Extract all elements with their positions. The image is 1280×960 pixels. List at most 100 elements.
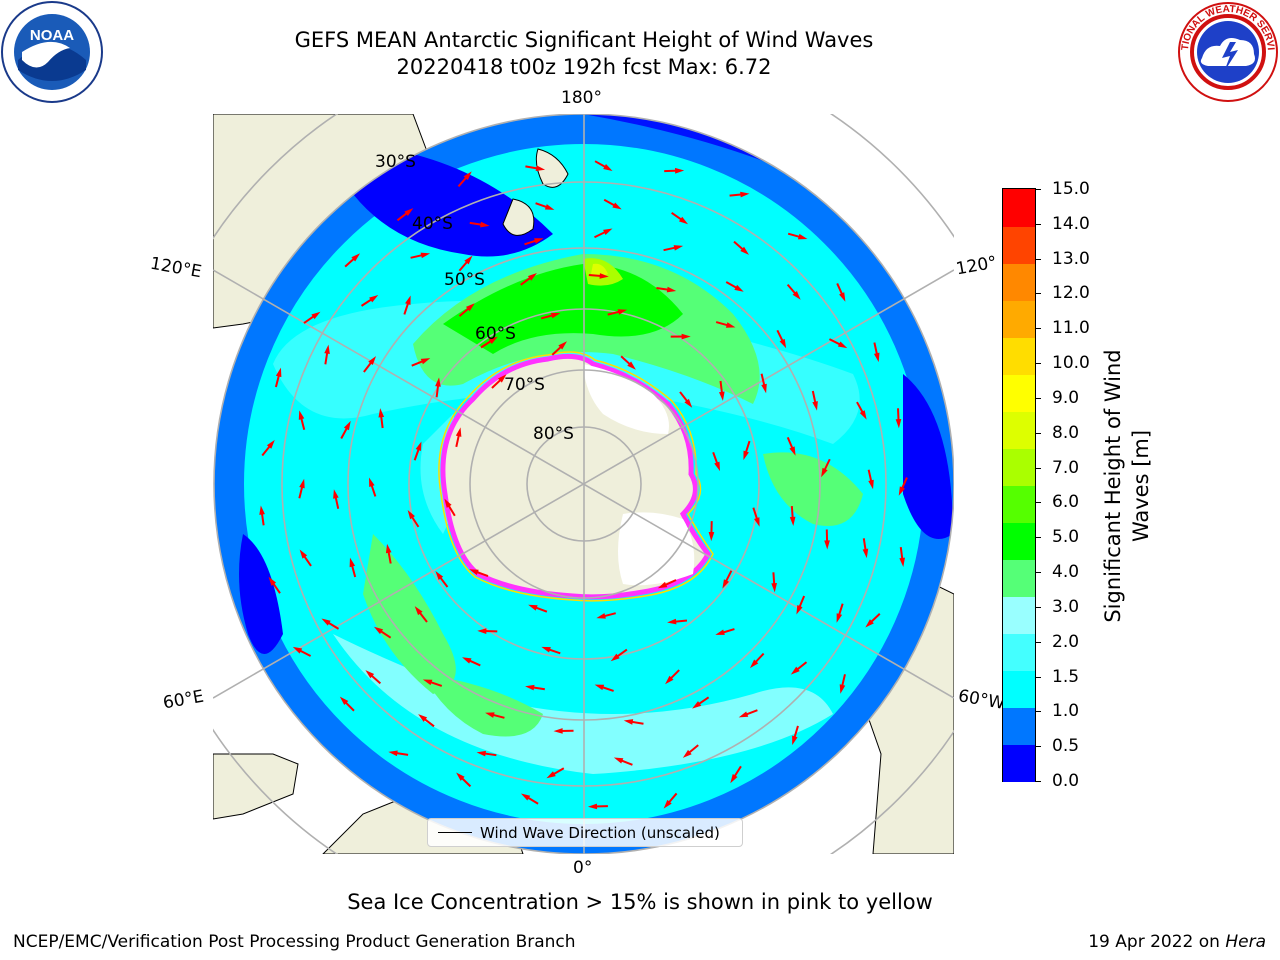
wind-wave-arrowhead xyxy=(612,202,622,210)
wind-wave-arrows xyxy=(259,160,908,810)
colorbar-tick-label: 3.0 xyxy=(1052,596,1080,617)
colorbar xyxy=(1002,188,1036,782)
wind-wave-arrowhead xyxy=(714,461,720,472)
colorbar-tick xyxy=(1035,676,1041,678)
wind-wave-arrowhead xyxy=(667,618,677,625)
wind-wave-arrowhead xyxy=(730,774,738,784)
colorbar-tick-label: 13.0 xyxy=(1052,248,1090,269)
colorbar-segment xyxy=(1003,633,1035,671)
colorbar-tick xyxy=(1035,606,1041,608)
colorbar-tick-label: 1.0 xyxy=(1052,701,1080,722)
wind-wave-arrowhead xyxy=(365,670,375,679)
wind-wave-arrowhead xyxy=(743,450,749,461)
noaa-logo: NOAA xyxy=(1,1,103,103)
colorbar-tick xyxy=(1035,363,1041,365)
lon-label-180: 180° xyxy=(561,88,602,108)
colorbar-segment xyxy=(1003,337,1035,375)
wind-wave-arrowhead xyxy=(796,605,803,615)
colorbar-segment xyxy=(1003,189,1035,227)
wind-wave-arrowhead xyxy=(837,341,848,349)
wind-wave-arrowhead xyxy=(349,557,356,568)
colorbar-tick xyxy=(1035,502,1041,504)
new-zealand-land xyxy=(502,148,569,236)
wind-wave-arrowhead xyxy=(839,684,846,694)
wind-wave-arrowhead xyxy=(734,284,744,292)
lat-label-50s: 50°S xyxy=(444,270,485,290)
wind-wave-arrowhead xyxy=(369,477,375,487)
colorbar-tick-label: 10.0 xyxy=(1052,353,1090,374)
wind-wave-arrowhead xyxy=(385,543,392,554)
wind-wave-arrowhead xyxy=(789,446,796,456)
colorbar-tick xyxy=(1035,293,1041,295)
wind-wave-arrowhead xyxy=(464,255,473,265)
colorbar-tick-label: 2.0 xyxy=(1052,631,1080,652)
wind-wave-arrowhead xyxy=(862,548,869,559)
colorbar-segment xyxy=(1003,411,1035,449)
colorbar-tick xyxy=(1035,537,1041,539)
sea-ice-note: Sea Ice Concentration > 15% is shown in … xyxy=(347,890,933,914)
wind-wave-arrowhead xyxy=(623,719,634,725)
wind-wave-arrowhead xyxy=(333,489,339,499)
colorbar-tick-label: 7.0 xyxy=(1052,457,1080,478)
wind-wave-arrowhead xyxy=(527,273,537,281)
colorbar-tick xyxy=(1035,223,1041,225)
wind-wave-arrowhead xyxy=(298,410,305,420)
wind-wave-arrowhead xyxy=(839,292,846,302)
wind-wave-arrowhead xyxy=(594,684,605,691)
wind-wave-arrowhead xyxy=(311,311,321,320)
colorbar-segment xyxy=(1003,596,1035,634)
wind-wave-arrowhead xyxy=(456,772,465,781)
wind-wave-arrowhead xyxy=(617,309,628,315)
wind-wave-arrowhead xyxy=(299,478,305,489)
wind-wave-arrowhead xyxy=(299,549,308,559)
chart-title: GEFS MEAN Antarctic Significant Height o… xyxy=(294,28,874,52)
wind-wave-arrowhead xyxy=(541,646,551,653)
wind-wave-arrowhead xyxy=(477,628,487,634)
wind-wave-arrowhead xyxy=(738,711,749,718)
colorbar-tick-label: 8.0 xyxy=(1052,422,1080,443)
colorbar-segment xyxy=(1003,670,1035,708)
colorbar-segment xyxy=(1003,707,1035,745)
colorbar-tick xyxy=(1035,781,1041,782)
wind-wave-arrowhead xyxy=(369,295,379,303)
wind-wave-arrowhead xyxy=(749,659,759,669)
wind-wave-arrowhead xyxy=(675,167,685,174)
colorbar-segment xyxy=(1003,522,1035,560)
wind-wave-arrowhead xyxy=(420,252,431,259)
wind-wave-arrowhead xyxy=(754,517,760,527)
wind-wave-arrowhead xyxy=(407,510,415,520)
colorbar-tick-label: 9.0 xyxy=(1052,387,1080,408)
wind-wave-arrowhead xyxy=(550,312,561,319)
colorbar-segment xyxy=(1003,374,1035,412)
wind-wave-arrowhead xyxy=(812,401,818,411)
wind-wave-arrowhead xyxy=(455,427,462,437)
lat-label-60s: 60°S xyxy=(475,324,516,344)
wind-wave-arrowhead xyxy=(544,204,555,210)
wind-wave-arrowhead xyxy=(465,303,475,312)
wind-wave-arrowhead xyxy=(657,581,668,589)
wind-wave-arrowhead xyxy=(463,171,472,181)
wind-wave-arrowhead xyxy=(415,441,422,451)
colorbar-tick xyxy=(1035,189,1041,190)
colorbar-tick xyxy=(1035,258,1041,260)
wind-wave-arrowhead xyxy=(321,618,331,626)
wind-wave-arrowhead xyxy=(292,646,303,654)
legend-label: Wind Wave Direction (unscaled) xyxy=(480,823,720,842)
wind-wave-arrowhead xyxy=(722,579,730,589)
colorbar-tick-label: 12.0 xyxy=(1052,283,1090,304)
wind-wave-arrowhead xyxy=(684,398,693,408)
chart-subtitle: 20220418 t00z 192h fcst Max: 6.72 xyxy=(396,55,772,79)
wind-wave-arrowhead xyxy=(599,273,609,279)
wind-wave-arrowhead xyxy=(627,361,636,370)
wind-wave-arrowhead xyxy=(405,295,411,306)
colorbar-segment xyxy=(1003,485,1035,523)
colorbar-tick-label: 15.0 xyxy=(1052,179,1090,199)
wind-wave-arrowhead xyxy=(790,666,800,675)
wind-wave-arrowhead xyxy=(546,771,556,779)
wind-wave-arrowhead xyxy=(666,286,677,293)
wind-wave-arrowhead xyxy=(692,701,702,709)
wind-wave-arrowhead xyxy=(719,391,725,401)
wind-wave-arrowhead xyxy=(388,750,398,757)
colorbar-segment xyxy=(1003,559,1035,597)
colorbar-tick xyxy=(1035,711,1041,713)
